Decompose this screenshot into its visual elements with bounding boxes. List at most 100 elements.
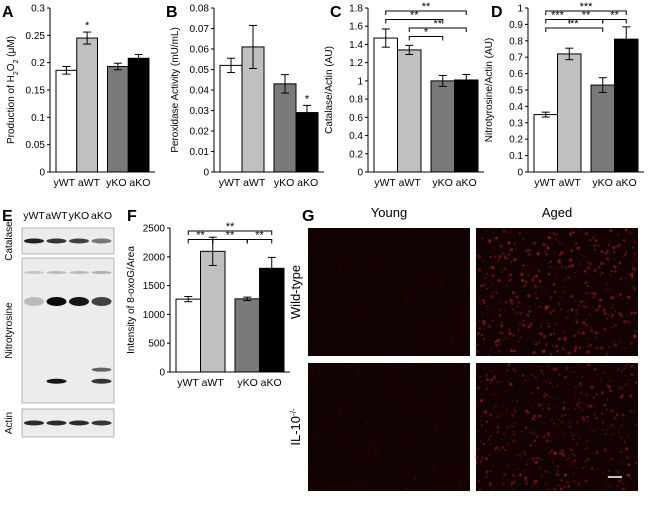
signal-speck [475,470,477,473]
group-label: yKO aKO [106,177,150,189]
signal-speck [599,298,603,302]
signal-speck [558,240,562,245]
signal-speck [339,413,342,416]
signal-speck [600,346,604,350]
signal-speck [421,321,423,323]
signal-speck [372,477,374,479]
signal-speck [507,257,510,261]
signal-speck [630,477,632,479]
signal-speck [478,488,482,492]
signal-speck [627,315,629,318]
signal-speck [334,237,337,239]
signal-speck [624,228,628,231]
signal-speck [614,270,617,273]
signal-speck [373,372,376,374]
group-label: yWT aWT [534,177,581,189]
y-tick-label: 0.1 [31,113,45,124]
signal-speck [597,265,601,269]
signal-speck [576,313,579,316]
signal-speck [485,387,489,390]
signal-speck [574,345,578,350]
signal-speck [605,317,609,320]
signal-speck [353,482,356,484]
signal-speck [384,382,386,384]
y-tick-label: 0.2 [509,135,523,146]
signal-speck [448,233,450,235]
signal-speck [487,324,491,329]
signal-speck [564,266,568,270]
signal-speck [534,460,539,465]
blot-band [69,297,89,306]
signal-speck [362,385,364,387]
signal-speck [531,267,534,270]
signal-speck [516,400,519,403]
signal-speck [479,439,483,443]
signal-speck [448,261,451,264]
signal-speck [538,341,541,344]
signal-speck [526,231,528,234]
signal-speck [437,412,440,415]
panel-label-A: A [2,4,14,21]
signal-speck [391,276,393,278]
signal-speck [481,320,486,324]
signal-speck [566,316,568,319]
signal-speck [560,414,564,418]
signal-speck [488,239,491,243]
signal-speck [407,364,409,366]
signal-speck [626,473,630,477]
signal-speck [594,335,597,338]
signal-speck [533,418,536,421]
signal-speck [586,350,590,354]
signal-speck [632,264,634,266]
signal-speck [543,237,545,240]
signal-speck [326,441,328,443]
signal-speck [413,442,416,444]
signal-speck [613,323,618,327]
signal-speck [558,253,562,257]
signal-speck [615,413,619,416]
signal-speck [636,456,639,458]
signal-speck [570,308,574,312]
signal-speck [633,410,636,412]
group-label: yKO aKO [432,177,476,189]
signal-speck [560,265,564,268]
signal-speck [590,385,594,389]
signal-speck [547,273,551,276]
signal-speck [516,446,519,449]
signal-speck [524,271,527,273]
signal-speck [373,238,377,241]
signal-speck [500,270,503,274]
signal-speck [586,260,590,264]
signal-speck [607,258,610,262]
signal-speck [558,302,561,306]
signal-speck [625,383,628,386]
signal-speck [587,363,591,367]
signal-speck [420,276,423,279]
significance-bracket [187,230,273,235]
bar-yWT [219,64,243,173]
signal-speck [496,431,499,434]
bar-aKO [614,38,639,173]
signal-speck [590,329,594,333]
signal-speck [619,292,622,296]
y-axis-label: Nitrotyrosine/Actin (AU) [484,38,495,142]
signal-speck [374,363,377,366]
signal-speck [501,282,504,284]
signal-speck [500,414,502,416]
signal-speck [623,487,626,490]
signal-speck [565,303,568,305]
signal-speck [512,463,515,465]
signal-speck [560,487,562,489]
signal-speck [636,326,638,328]
signal-speck [533,340,535,342]
signal-speck [570,249,574,253]
signal-speck [389,434,392,436]
signal-speck [566,464,568,466]
signal-speck [608,389,613,393]
y-axis-label: Production of H2O2 (μM) [6,36,20,144]
signal-speck [439,258,442,260]
signal-speck [512,398,515,401]
panel-label-D: D [491,4,503,21]
signal-speck [539,349,542,352]
signal-speck [325,377,328,379]
